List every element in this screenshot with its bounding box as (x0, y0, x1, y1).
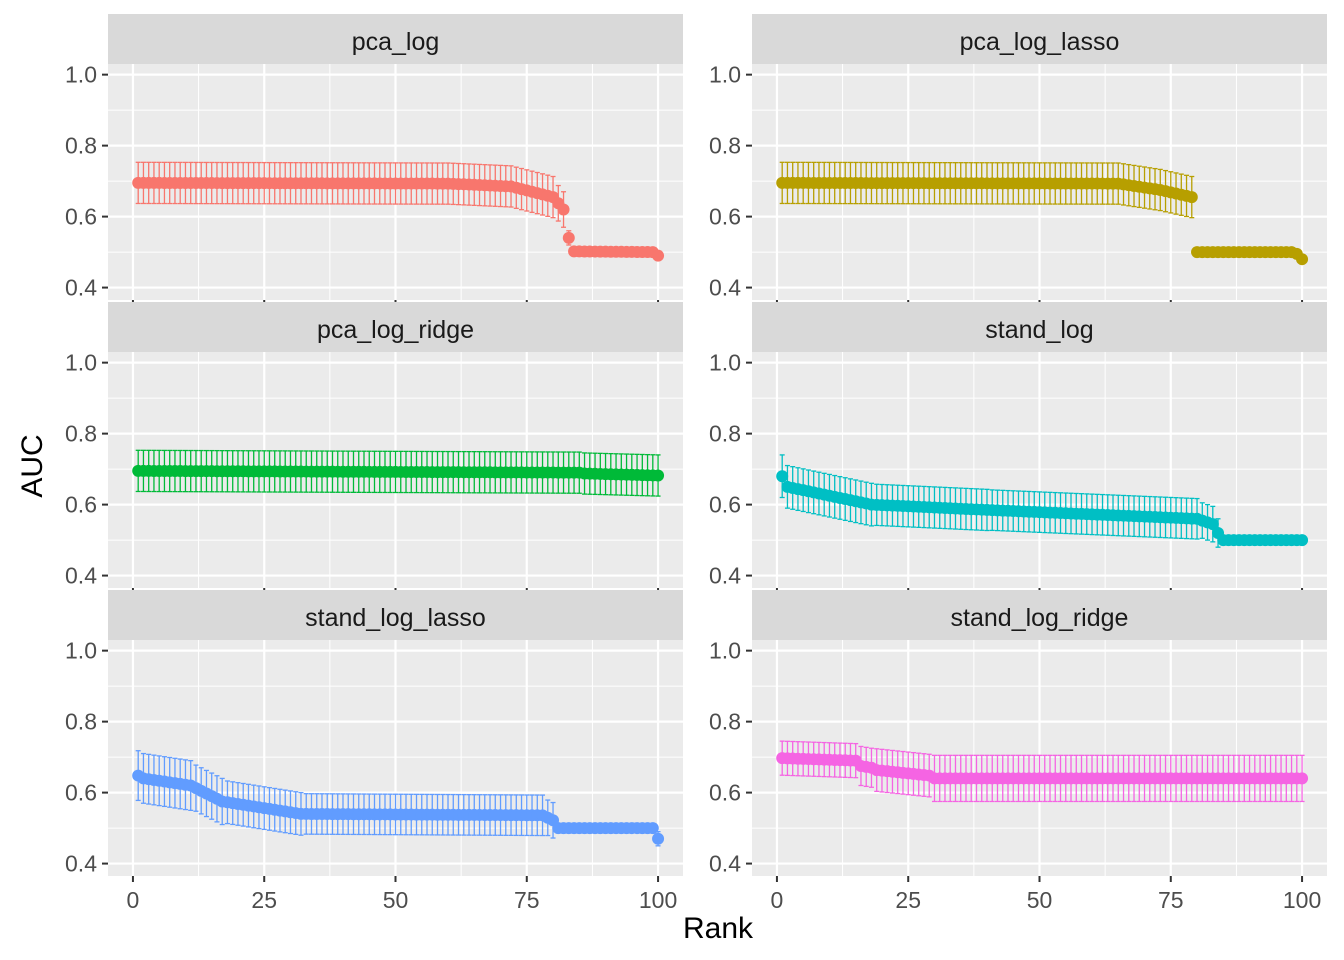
y-tick-label: 0.8 (709, 709, 741, 735)
facet-panel-pca_log_ridge: pca_log_ridge 0.4 0.6 0.8 1.0 (65, 302, 683, 594)
x-tick-label: 75 (514, 887, 540, 913)
x-tick-label: 0 (127, 887, 140, 913)
facet-strip-label: stand_log_ridge (951, 604, 1129, 632)
x-tick-label: 0 (771, 887, 784, 913)
data-layer (776, 454, 1309, 548)
data-layer (132, 161, 665, 262)
facet-strip-label: pca_log (352, 28, 440, 56)
facet-strip-label: stand_log_lasso (305, 604, 486, 632)
y-tick-label: 0.8 (65, 421, 97, 447)
y-tick-label: 0.6 (709, 204, 741, 230)
facet-panel-stand_log: stand_log 0.4 0.6 0.8 1.0 (709, 302, 1327, 594)
y-tick-label: 0.8 (65, 133, 97, 159)
facet-strip (108, 14, 683, 64)
facet-strip-label: stand_log (985, 316, 1093, 344)
data-point (1296, 772, 1309, 785)
y-tick-label: 1.0 (65, 62, 97, 88)
y-tick-label: 0.4 (709, 563, 741, 589)
y-tick-label: 0.8 (65, 709, 97, 735)
data-point (1296, 253, 1309, 266)
data-point (562, 231, 575, 244)
data-point (646, 822, 659, 835)
y-tick-label: 0.4 (709, 851, 741, 877)
y-tick-label: 0.6 (709, 492, 741, 518)
y-tick-label: 0.4 (709, 275, 741, 301)
data-layer (132, 750, 665, 847)
facet-panel-pca_log: pca_log 0.4 0.6 0.8 1.0 (65, 14, 683, 306)
y-tick-label: 0.4 (65, 275, 97, 301)
y-tick-label: 1.0 (709, 638, 741, 664)
data-layer (132, 449, 665, 497)
facet-panel-stand_log_lasso: stand_log_lasso 0.4 0.6 0.8 1.0 0 25 50 75 100 (65, 590, 683, 913)
facet-strip (108, 302, 683, 352)
y-tick-label: 1.0 (709, 350, 741, 376)
y-tick-label: 0.6 (65, 780, 97, 806)
facet-panel-stand_log_ridge: stand_log_ridge 0.4 0.6 0.8 1.0 0 25 50 75 100 (709, 590, 1327, 913)
data-layer (776, 740, 1309, 803)
y-tick-label: 1.0 (709, 62, 741, 88)
y-axis-title: AUC (16, 434, 49, 497)
x-tick-label: 25 (895, 887, 921, 913)
y-tick-label: 1.0 (65, 350, 97, 376)
x-tick-label: 50 (383, 887, 409, 913)
data-point (1185, 191, 1198, 204)
y-tick-label: 0.6 (65, 492, 97, 518)
x-tick-label: 100 (1283, 887, 1321, 913)
x-tick-label: 100 (639, 887, 677, 913)
x-tick-label: 75 (1158, 887, 1184, 913)
facet-strip (752, 14, 1327, 64)
facet-strip-label: pca_log_lasso (960, 28, 1120, 56)
data-point (652, 832, 665, 845)
facets-layer: pca_log 0.4 0.6 0.8 1.0 pca_log_lasso 0.4 0.6 0.… (65, 14, 1327, 913)
data-point (776, 470, 789, 483)
x-tick-label: 50 (1027, 887, 1053, 913)
y-tick-label: 0.6 (65, 204, 97, 230)
y-tick-label: 1.0 (65, 638, 97, 664)
data-point (1296, 534, 1309, 547)
facet-strip (108, 590, 683, 640)
y-tick-label: 0.8 (709, 133, 741, 159)
data-point (1206, 518, 1219, 531)
x-axis-title: Rank (683, 912, 754, 945)
facet-strip-label: pca_log_ridge (317, 316, 474, 344)
y-tick-label: 0.4 (65, 563, 97, 589)
data-point (652, 249, 665, 262)
facet-strip (752, 302, 1327, 352)
facet-panel-pca_log_lasso: pca_log_lasso 0.4 0.6 0.8 1.0 (709, 14, 1327, 306)
data-point (652, 469, 665, 482)
facet-strip (752, 590, 1327, 640)
y-tick-label: 0.8 (709, 421, 741, 447)
data-layer (776, 161, 1309, 266)
x-tick-label: 25 (251, 887, 277, 913)
y-tick-label: 0.6 (709, 780, 741, 806)
y-tick-label: 0.4 (65, 851, 97, 877)
data-point (557, 203, 570, 216)
